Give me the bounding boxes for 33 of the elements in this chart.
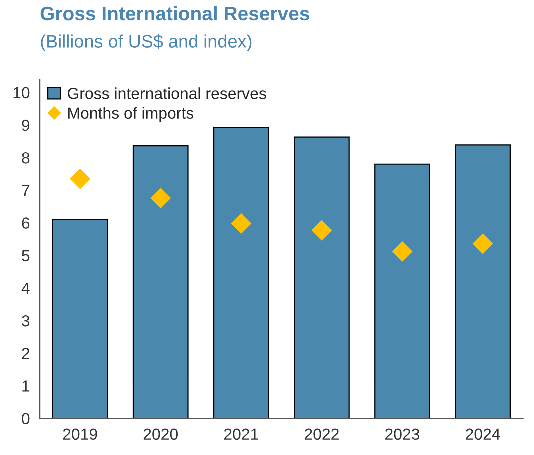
point [231,213,252,234]
x-tick-label: 2022 [304,428,339,440]
point [312,220,332,241]
chart-title: Gross International Reserves [40,6,310,21]
y-tick-label: 6 [22,218,30,229]
x-tick-label: 2020 [144,428,178,440]
y-tick-label: 1 [22,380,30,392]
chart-subtitle: (Billions of US$ and index) [41,34,252,52]
y-tick-label: 7 [22,185,30,196]
y-tick-label: 0 [22,413,30,425]
point [392,241,413,262]
y-tick-label: 5 [22,250,30,262]
bar [132,146,189,419]
point [150,188,172,209]
point [472,234,494,254]
bar [455,144,511,419]
y-tick-label: 10 [14,87,30,99]
point [70,168,91,190]
bar [294,136,350,419]
legend-label: Months of imports [68,107,194,122]
y-tick-label: 8 [22,152,30,164]
x-tick-label: 2023 [386,428,420,440]
x-tick-label: 2021 [224,428,258,440]
y-tick-label: 3 [22,315,30,327]
legend-label: Gross international reserves [68,88,266,100]
x-tick-label: 2019 [63,428,98,440]
x-tick-label: 2024 [466,428,500,440]
bar [213,126,270,419]
y-tick-label: 9 [22,120,30,132]
y-tick-label: 4 [22,283,30,294]
bar [52,219,108,419]
bar [374,164,430,419]
y-tick-label: 2 [22,348,30,360]
